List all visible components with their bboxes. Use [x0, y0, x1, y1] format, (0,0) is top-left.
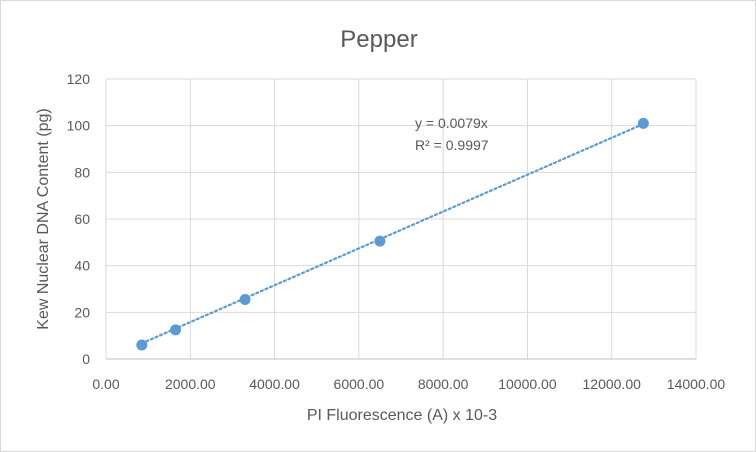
trendline-layer [140, 122, 645, 345]
chart-title: Pepper [340, 26, 417, 53]
x-tick-label: 10000.00 [498, 376, 557, 392]
axes [105, 79, 696, 360]
data-point [170, 324, 182, 336]
x-tick-label: 4000.00 [249, 376, 300, 392]
tick-labels: 0 20 40 60 80 100 120 0.00 2000.00 4000.00 6000.00… [67, 71, 726, 392]
data-point [374, 235, 386, 247]
data-points [136, 117, 649, 351]
x-tick-label: 6000.00 [334, 376, 385, 392]
y-axis-title: Kew Nuclear DNA Content (pg) [35, 108, 52, 329]
trendline-equation: y = 0.0079x [415, 115, 488, 131]
data-point [136, 339, 148, 351]
x-tick-label: 8000.00 [418, 376, 469, 392]
y-tick-label: 20 [74, 304, 90, 320]
y-tick-label: 80 [74, 164, 90, 180]
gridlines [106, 78, 697, 359]
x-tick-label: 14000.00 [667, 376, 726, 392]
y-tick-label: 0 [82, 351, 90, 367]
data-point [637, 117, 649, 129]
y-tick-label: 40 [74, 258, 90, 274]
y-tick-label: 60 [74, 211, 90, 227]
x-axis-title: PI Fluorescence (A) x 10-3 [307, 407, 497, 424]
x-tick-label: 12000.00 [583, 376, 642, 392]
y-tick-label: 100 [67, 118, 91, 134]
data-point [239, 294, 251, 305]
x-tick-label: 2000.00 [165, 376, 216, 392]
y-tick-label: 120 [67, 71, 91, 87]
x-tick-label: 0.00 [92, 376, 119, 392]
trendline [140, 122, 645, 345]
r-squared-label: R² = 0.9997 [415, 137, 489, 153]
